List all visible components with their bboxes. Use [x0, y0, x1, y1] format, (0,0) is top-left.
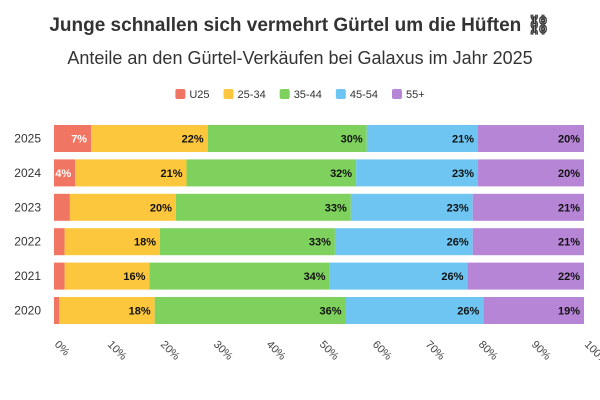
- data-label: 21%: [452, 134, 474, 146]
- y-tick-label: 2020: [14, 304, 41, 318]
- bar-2025-35-44: [207, 125, 367, 152]
- data-label: 21%: [558, 202, 580, 214]
- data-label: 18%: [134, 237, 156, 249]
- bar-2023-u25: [54, 193, 70, 221]
- bar-2021-45-54: [329, 262, 468, 290]
- data-label: 26%: [447, 237, 469, 249]
- bar-2024-25-34: [75, 159, 187, 187]
- x-tick-label: 70%: [423, 339, 447, 363]
- x-tick-label: 20%: [158, 339, 182, 363]
- data-label: 22%: [182, 134, 204, 146]
- bar-2021-35-44: [149, 262, 330, 290]
- bar-2025-55plus: [478, 125, 584, 152]
- legend-item-35-44: 35-44: [279, 89, 322, 101]
- x-tick-label: 50%: [317, 339, 341, 363]
- legend-label: 45-54: [350, 89, 378, 101]
- data-label: 34%: [304, 271, 326, 283]
- data-label: 21%: [558, 237, 580, 249]
- bar-2025-45-54: [366, 125, 478, 152]
- bar-2021-25-34: [64, 262, 150, 290]
- bar-2021-55plus: [467, 262, 584, 290]
- bar-2020-u25: [54, 297, 60, 324]
- bar-2022-55plus: [472, 228, 584, 256]
- data-label: 4%: [55, 168, 71, 180]
- legend-label: 25-34: [238, 89, 266, 101]
- bar-2022-u25: [54, 228, 65, 256]
- bar-2022-25-34: [64, 228, 160, 256]
- y-axis: 2025 2024 2023 2022 2021 2020: [14, 132, 41, 318]
- legend-item-25-34: 25-34: [223, 89, 266, 101]
- data-label: 26%: [457, 306, 479, 318]
- x-tick-label: 80%: [476, 339, 500, 363]
- bar-2023-55plus: [472, 193, 584, 221]
- bar-2025-u25: [54, 125, 92, 152]
- legend-swatch: [175, 89, 186, 99]
- chart-subtitle: Anteile an den Gürtel-Verkäufen bei Gala…: [67, 48, 532, 68]
- x-tick-label: 0%: [52, 339, 72, 359]
- data-label: 20%: [558, 134, 580, 146]
- bar-2024-55plus: [478, 159, 584, 187]
- x-tick-label: 10%: [105, 339, 129, 363]
- legend-swatch: [335, 89, 346, 99]
- legend-swatch: [279, 89, 290, 99]
- bar-2021-u25: [54, 262, 65, 290]
- data-label: 26%: [441, 271, 463, 283]
- data-label: 33%: [325, 202, 347, 214]
- data-label: 20%: [558, 168, 580, 180]
- x-tick-label: 90%: [529, 339, 553, 363]
- legend: U25 25-34 35-44 45-54 55+: [175, 89, 425, 101]
- data-label: 33%: [309, 237, 331, 249]
- bar-2020-55plus: [483, 297, 584, 324]
- y-tick-label: 2022: [14, 235, 41, 249]
- x-tick-label: 100%: [582, 339, 600, 368]
- x-tick-label: 30%: [211, 339, 235, 363]
- data-label: 36%: [319, 306, 341, 318]
- y-tick-label: 2021: [14, 269, 41, 283]
- bar-2022-45-54: [334, 228, 473, 256]
- bar-2024-35-44: [186, 159, 357, 187]
- bar-2024-45-54: [356, 159, 478, 187]
- bar-2022-35-44: [160, 228, 335, 256]
- bar-2025-25-34: [91, 125, 208, 152]
- bar-2020-25-34: [59, 297, 155, 324]
- chart-title: Junge schnallen sich vermehrt Gürtel um …: [49, 14, 550, 36]
- x-tick-label: 60%: [370, 339, 394, 363]
- x-axis: 0% 10% 20% 30% 40% 50% 60% 70% 80% 90% 100%: [52, 339, 600, 368]
- legend-label: 55+: [406, 89, 425, 101]
- data-label: 19%: [558, 306, 580, 318]
- legend-label: U25: [189, 89, 209, 101]
- bar-2020-35-44: [154, 297, 346, 324]
- data-label: 7%: [71, 134, 87, 146]
- data-label: 30%: [341, 134, 363, 146]
- data-label: 23%: [452, 168, 474, 180]
- x-tick-label: 40%: [264, 339, 288, 363]
- bar-2023-45-54: [350, 193, 473, 221]
- legend-item-u25: U25: [175, 89, 210, 101]
- bar-2023-35-44: [175, 193, 351, 221]
- data-label: 20%: [150, 202, 172, 214]
- legend-item-45-54: 45-54: [335, 89, 378, 101]
- data-label: 21%: [160, 168, 182, 180]
- bar-2024-u25: [54, 159, 76, 187]
- legend-swatch: [223, 89, 234, 99]
- legend-item-55plus: 55+: [391, 89, 425, 101]
- bar-2020-45-54: [345, 297, 484, 324]
- data-label: 23%: [447, 202, 469, 214]
- legend-swatch: [391, 89, 402, 99]
- data-label: 16%: [123, 271, 145, 283]
- y-tick-label: 2024: [14, 166, 41, 180]
- data-label: 18%: [129, 306, 151, 318]
- y-tick-label: 2023: [14, 200, 41, 214]
- data-label: 22%: [558, 271, 580, 283]
- y-tick-label: 2025: [14, 132, 41, 146]
- data-label: 32%: [330, 168, 352, 180]
- legend-label: 35-44: [294, 89, 322, 101]
- plot-area: 7% 22% 30% 21% 20% 4% 21% 32% 23% 20% 20% 33% 23% 21%…: [54, 125, 584, 324]
- bar-2023-25-34: [69, 193, 176, 221]
